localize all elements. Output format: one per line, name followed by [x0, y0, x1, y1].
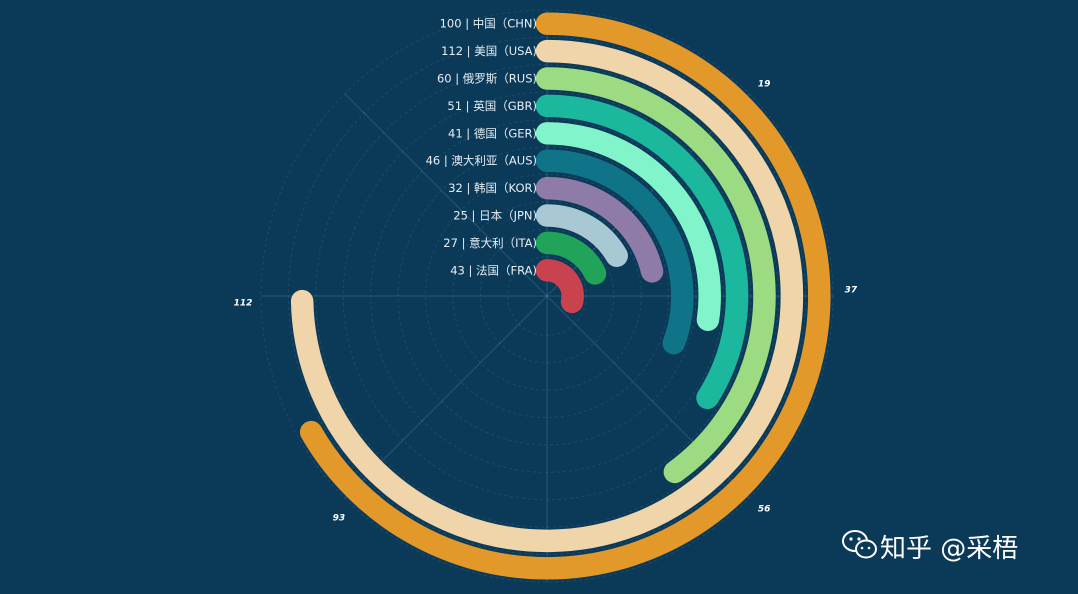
bar-法国（FRA)[interactable]: [535, 259, 584, 314]
grid-ring: [424, 173, 670, 419]
bar-美国（USA)[interactable]: [290, 39, 804, 553]
bar-意大利（ITA)[interactable]: [535, 231, 607, 285]
bar-韩国（KOR)[interactable]: [535, 176, 664, 283]
wechat-icon: [842, 530, 877, 559]
category-label: 43 | 法国（FRA): [450, 263, 537, 277]
category-label: 60 | 俄罗斯（RUS): [437, 72, 537, 86]
grid-ring: [397, 146, 697, 446]
bar-德国（GER)[interactable]: [535, 122, 721, 332]
grid-ring: [452, 201, 642, 391]
category-label: 46 | 澳大利亚（AUS): [426, 154, 537, 168]
category-label: 27 | 意大利（ITA): [443, 236, 537, 250]
grid-spoke: [344, 93, 548, 297]
grid-ring: [260, 9, 834, 583]
watermark: 知乎 @采梧: [842, 530, 1018, 564]
grid-ring: [342, 91, 752, 501]
angle-tick-label: 56: [758, 505, 771, 515]
category-label: 51 | 英国（GBR): [447, 99, 537, 113]
angle-tick-label: 112: [234, 298, 253, 308]
grid-ring: [287, 36, 807, 556]
category-label: 32 | 韩国（KOR): [448, 181, 537, 195]
angle-tick-label: 19: [758, 79, 771, 89]
category-label: 112 | 美国（USA): [441, 44, 537, 58]
angle-tick-labels: 19 37 56 93 112: [234, 79, 858, 523]
category-label: 41 | 德国（GER): [448, 126, 537, 140]
bar-中国（CHN)[interactable]: [299, 12, 831, 580]
angle-tick-label: 93: [333, 514, 346, 524]
angle-tick-label: 37: [845, 286, 858, 296]
grid-ring: [315, 64, 779, 528]
watermark-text: 知乎 @采梧: [880, 534, 1018, 564]
category-labels: 100 | 中国（CHN) 112 | 美国（USA) 60 | 俄罗斯（RUS) 5…: [426, 17, 537, 278]
grid-ring: [370, 119, 724, 473]
category-label: 100 | 中国（CHN): [440, 17, 537, 31]
radial-bars: [290, 12, 831, 580]
bar-俄罗斯（RUS)[interactable]: [535, 67, 776, 484]
grid-ring: [507, 256, 587, 336]
grid-ring: [479, 228, 615, 364]
category-label: 25 | 日本（JPN): [453, 209, 537, 223]
bar-日本（JPN)[interactable]: [535, 204, 628, 267]
bar-英国（GBR)[interactable]: [535, 94, 749, 410]
bar-澳大利亚（AUS)[interactable]: [535, 149, 694, 355]
